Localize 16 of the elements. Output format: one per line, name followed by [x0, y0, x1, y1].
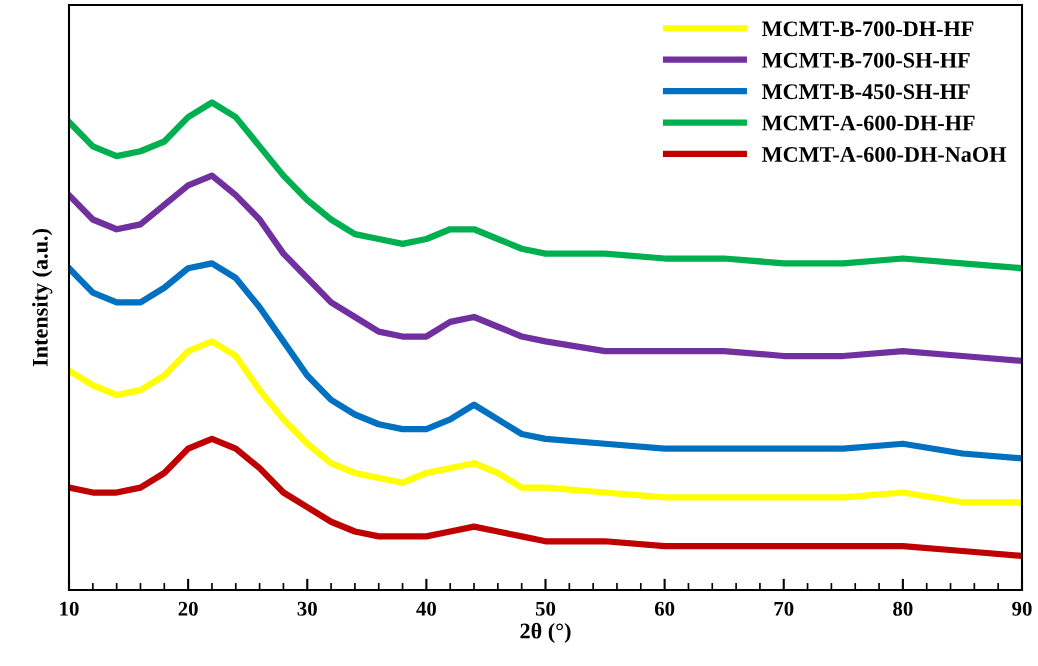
x-tick-label: 10 — [60, 601, 79, 616]
x-tick-label: 30 — [297, 601, 317, 616]
x-tick-label: 50 — [535, 601, 556, 616]
x-axis-title: 2θ (°) — [520, 622, 571, 644]
y-axis-title: Intensity (a.u.) — [32, 229, 53, 367]
x-tick-label: 20 — [178, 601, 198, 616]
x-tick-label: 40 — [416, 601, 436, 616]
x-tick-label: 80 — [893, 601, 913, 616]
legend-label: MCMT-A-600-DH-NaOH — [761, 146, 1007, 162]
x-tick-label: 60 — [654, 601, 675, 616]
x-tick-label: 70 — [774, 601, 794, 616]
legend-label: MCMT-B-700-DH-HF — [761, 21, 974, 37]
legend-label: MCMT-B-450-SH-HF — [761, 84, 970, 100]
x-tick-label: 90 — [1012, 601, 1032, 616]
legend-label: MCMT-A-600-DH-HF — [761, 115, 975, 131]
legend-label: MCMT-B-700-SH-HF — [761, 52, 970, 68]
